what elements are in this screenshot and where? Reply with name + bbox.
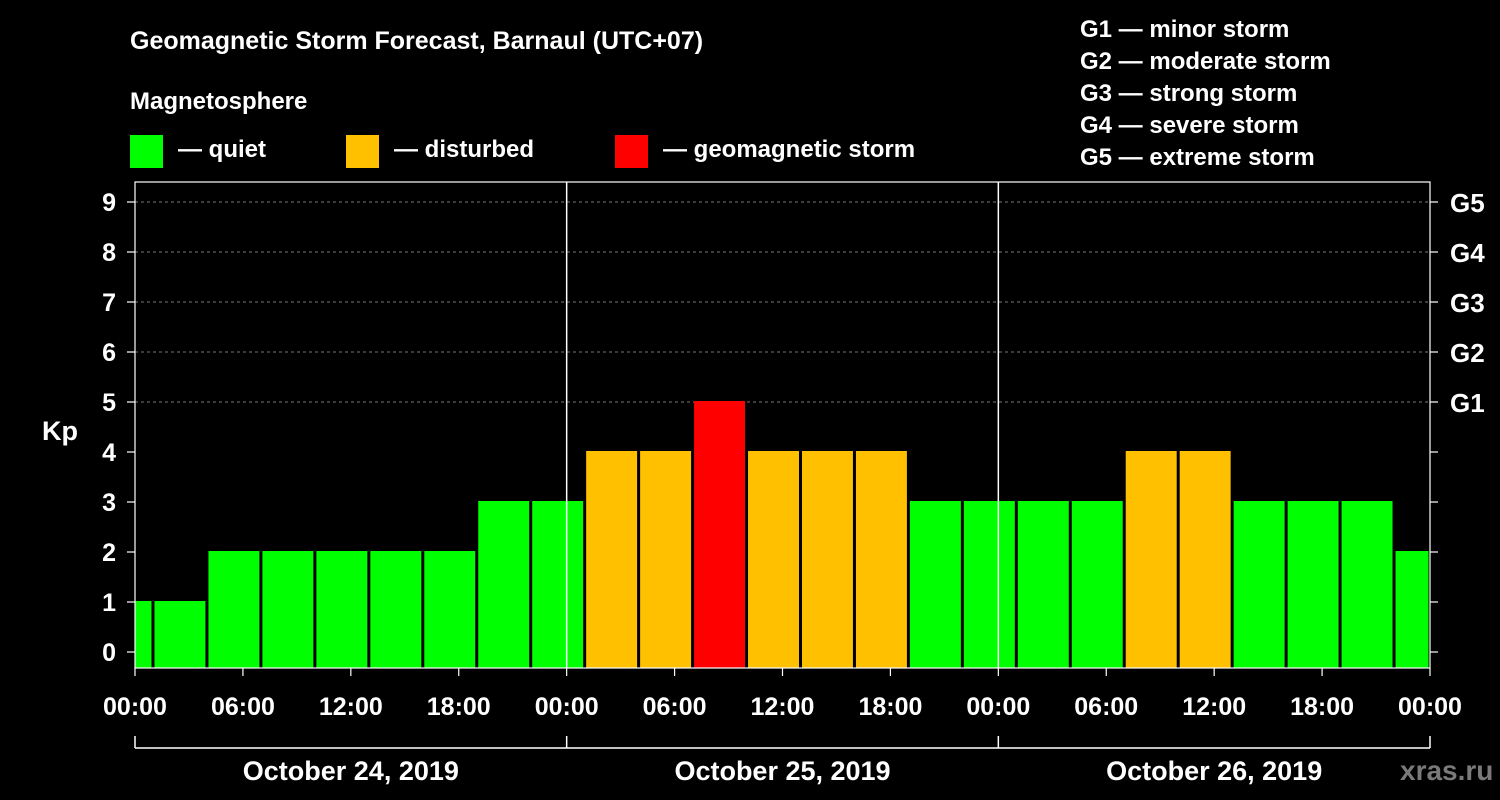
x-tick-label: 12:00 <box>1182 693 1246 721</box>
kp-bar <box>1341 501 1393 668</box>
x-tick-label: 00:00 <box>1398 693 1462 721</box>
y-tick-label: 6 <box>102 339 116 367</box>
kp-bar <box>963 501 1015 668</box>
kp-bar <box>478 501 530 668</box>
kp-bar <box>424 551 476 668</box>
storm-scale-g5: G5 — extreme storm <box>1080 144 1315 171</box>
legend-swatch-quiet <box>130 135 163 168</box>
day-label: October 26, 2019 <box>1106 756 1322 786</box>
legend-swatch-disturbed <box>346 135 379 168</box>
day-axis: October 24, 2019 October 25, 2019 October … <box>134 736 1431 786</box>
x-tick-label: 12:00 <box>319 693 383 721</box>
day-label: October 25, 2019 <box>674 756 890 786</box>
storm-scale-g4: G4 — severe storm <box>1080 112 1299 139</box>
legend-label-disturbed: — disturbed <box>394 136 534 163</box>
kp-bar <box>694 401 746 668</box>
kp-bar <box>370 551 422 668</box>
x-tick-label: 18:00 <box>1290 693 1354 721</box>
header: Geomagnetic Storm Forecast, Barnaul (UTC… <box>130 27 703 115</box>
storm-scale-g2: G2 — moderate storm <box>1080 48 1331 75</box>
day-label: October 24, 2019 <box>243 756 459 786</box>
bars <box>135 401 1429 668</box>
x-tick-labels: 00:00 06:00 12:00 18:00 00:00 06:00 12:00 18:00… <box>103 693 1462 721</box>
gridlines <box>135 201 1430 403</box>
storm-scale-legend: G1 — minor storm G2 — moderate storm G3 … <box>1080 16 1331 171</box>
y-tick-label: 4 <box>102 439 116 467</box>
kp-bar <box>1233 501 1285 668</box>
kp-bar <box>135 601 152 668</box>
kp-bar <box>1395 551 1429 668</box>
y-axis-label: Kp <box>42 416 78 446</box>
y-tick-label: 8 <box>102 239 116 267</box>
kp-bar <box>1071 501 1123 668</box>
legend: — quiet — disturbed — geomagnetic storm <box>130 135 915 168</box>
kp-bar <box>586 451 638 668</box>
y-tick-label: 5 <box>102 389 116 417</box>
kp-bar <box>1179 451 1231 668</box>
kp-bar <box>909 501 961 668</box>
right-storm-labels: G1 G2 G3 G4 G5 <box>1450 188 1485 418</box>
x-tick-label: 06:00 <box>1074 693 1138 721</box>
y-tick-labels: 0 1 2 3 4 5 6 7 8 9 <box>102 189 116 667</box>
storm-level-label: G4 <box>1450 238 1485 268</box>
kp-bar <box>748 451 799 668</box>
storm-level-label: G5 <box>1450 188 1485 218</box>
chart-title: Geomagnetic Storm Forecast, Barnaul (UTC… <box>130 27 703 55</box>
storm-level-label: G2 <box>1450 338 1485 368</box>
storm-scale-g3: G3 — strong storm <box>1080 80 1297 107</box>
axes <box>127 181 1438 676</box>
x-tick-label: 12:00 <box>751 693 815 721</box>
x-tick-label: 00:00 <box>535 693 599 721</box>
y-tick-label: 0 <box>102 639 116 667</box>
legend-title: Magnetosphere <box>130 88 307 115</box>
storm-level-label: G3 <box>1450 288 1485 318</box>
y-tick-label: 7 <box>102 289 116 317</box>
x-tick-label: 00:00 <box>103 693 167 721</box>
storm-scale-g1: G1 — minor storm <box>1080 16 1289 43</box>
kp-bar <box>208 551 260 668</box>
kp-bar <box>154 601 206 668</box>
y-tick-label: 1 <box>102 589 116 617</box>
kp-bar <box>1017 501 1069 668</box>
legend-swatch-storm <box>615 135 648 168</box>
x-tick-label: 18:00 <box>858 693 922 721</box>
legend-label-quiet: — quiet <box>178 136 266 163</box>
kp-bar <box>640 451 692 668</box>
kp-bar <box>316 551 368 668</box>
watermark: xras.ru <box>1400 755 1493 786</box>
storm-level-label: G1 <box>1450 388 1485 418</box>
kp-bar <box>1287 501 1339 668</box>
y-tick-label: 9 <box>102 189 116 217</box>
legend-label-storm: — geomagnetic storm <box>663 136 915 163</box>
kp-bar <box>855 451 907 668</box>
kp-bar <box>262 551 314 668</box>
kp-bar <box>1125 451 1177 668</box>
x-tick-label: 06:00 <box>211 693 275 721</box>
kp-bar <box>801 451 853 668</box>
x-tick-label: 06:00 <box>643 693 707 721</box>
x-tick-label: 18:00 <box>427 693 491 721</box>
y-tick-label: 3 <box>102 489 116 517</box>
kp-bar <box>532 501 584 668</box>
x-tick-label: 00:00 <box>966 693 1030 721</box>
y-tick-label: 2 <box>102 539 116 567</box>
